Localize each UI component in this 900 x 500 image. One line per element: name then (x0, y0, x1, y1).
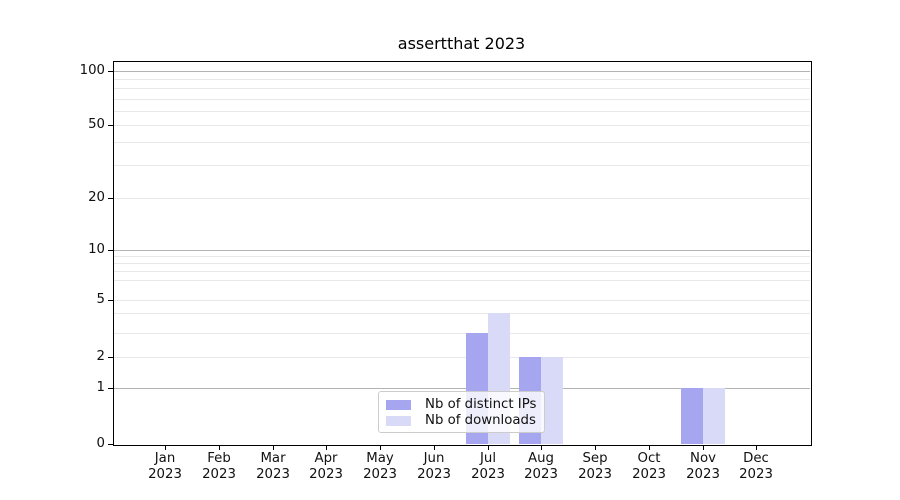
x-tick-label: Jul 2023 (456, 451, 520, 483)
bar-nb-of-distinct-ips-nov (681, 388, 703, 444)
x-tick-year: 2023 (417, 467, 451, 482)
y-tick (108, 71, 113, 72)
x-tick-label: Jun 2023 (402, 451, 466, 483)
x-tick-label: Apr 2023 (294, 451, 358, 483)
minor-grid-line (113, 198, 810, 199)
x-tick-label: May 2023 (348, 451, 412, 483)
x-tick-year: 2023 (148, 467, 182, 482)
minor-grid-line (113, 357, 810, 358)
x-tick-month: Jun (423, 451, 445, 466)
x-tick-month: Dec (743, 451, 769, 466)
y-tick (108, 198, 113, 199)
x-tick (326, 445, 327, 450)
x-tick (595, 445, 596, 450)
x-tick (756, 445, 757, 450)
major-grid-line (113, 388, 810, 389)
x-tick-year: 2023 (578, 467, 612, 482)
x-tick-year: 2023 (363, 467, 397, 482)
minor-grid-line (113, 263, 810, 264)
x-tick-month: Sep (582, 451, 608, 466)
y-tick-label: 50 (88, 117, 105, 132)
y-tick-label: 100 (79, 63, 105, 78)
x-tick (165, 445, 166, 450)
x-tick-label: Jan 2023 (133, 451, 197, 483)
minor-grid-line (113, 142, 810, 143)
y-tick (108, 357, 113, 358)
x-tick-label: Feb 2023 (187, 451, 251, 483)
major-grid-line (113, 71, 810, 72)
minor-grid-line (113, 313, 810, 314)
minor-grid-line (113, 256, 810, 257)
x-tick (703, 445, 704, 450)
x-tick-month: Aug (528, 451, 554, 466)
x-tick-year: 2023 (256, 467, 290, 482)
y-tick-label: 10 (88, 242, 105, 257)
x-tick-month: Feb (207, 451, 231, 466)
x-tick-label: Nov 2023 (671, 451, 735, 483)
x-tick-year: 2023 (309, 467, 343, 482)
x-tick-month: Jan (154, 451, 176, 466)
minor-grid-line (113, 280, 810, 281)
chart-title: assertthat 2023 (397, 34, 526, 53)
y-tick-label: 5 (96, 292, 105, 307)
x-tick-month: Oct (637, 451, 661, 466)
minor-grid-line (113, 79, 810, 80)
x-tick-month: Nov (690, 451, 716, 466)
x-tick (649, 445, 650, 450)
bar-nb-of-downloads-nov (703, 388, 725, 444)
y-tick (108, 300, 113, 301)
legend-entry-downloads: Nb of downloads (386, 413, 537, 429)
x-tick-year: 2023 (739, 467, 773, 482)
y-tick-label: 20 (88, 190, 105, 205)
x-tick (380, 445, 381, 450)
y-tick-label: 0 (96, 436, 105, 451)
y-tick-label: 2 (96, 349, 105, 364)
minor-grid-line (113, 271, 810, 272)
x-tick-month: Apr (314, 451, 338, 466)
y-tick-label: 1 (96, 380, 105, 395)
x-tick (434, 445, 435, 450)
x-tick (541, 445, 542, 450)
x-tick-label: Oct 2023 (617, 451, 681, 483)
x-tick (219, 445, 220, 450)
minor-grid-line (113, 88, 810, 89)
minor-grid-line (113, 300, 810, 301)
minor-grid-line (113, 99, 810, 100)
legend: Nb of distinct IPs Nb of downloads (378, 391, 545, 433)
x-tick (488, 445, 489, 450)
minor-grid-line (113, 165, 810, 166)
y-tick (108, 250, 113, 251)
x-tick-month: Mar (260, 451, 286, 466)
legend-label-downloads: Nb of downloads (425, 413, 536, 428)
x-tick (273, 445, 274, 450)
x-tick-year: 2023 (202, 467, 236, 482)
y-tick (108, 388, 113, 389)
legend-label-distinct-ips: Nb of distinct IPs (425, 397, 537, 412)
y-tick (108, 125, 113, 126)
y-tick (108, 444, 113, 445)
x-tick-year: 2023 (632, 467, 666, 482)
x-tick-year: 2023 (524, 467, 558, 482)
minor-grid-line (113, 125, 810, 126)
x-tick-year: 2023 (686, 467, 720, 482)
x-tick-label: Sep 2023 (563, 451, 627, 483)
x-tick-year: 2023 (471, 467, 505, 482)
x-tick-month: May (366, 451, 394, 466)
major-grid-line (113, 250, 810, 251)
bar-nb-of-downloads-aug (541, 357, 563, 444)
legend-entry-distinct-ips: Nb of distinct IPs (386, 397, 537, 413)
x-tick-label: Mar 2023 (241, 451, 305, 483)
x-tick-label: Aug 2023 (509, 451, 573, 483)
minor-grid-line (113, 111, 810, 112)
x-tick-month: Jul (479, 451, 497, 466)
legend-swatch-distinct-ips (386, 400, 411, 410)
minor-grid-line (113, 333, 810, 334)
x-tick-label: Dec 2023 (724, 451, 788, 483)
legend-swatch-downloads (386, 416, 411, 426)
